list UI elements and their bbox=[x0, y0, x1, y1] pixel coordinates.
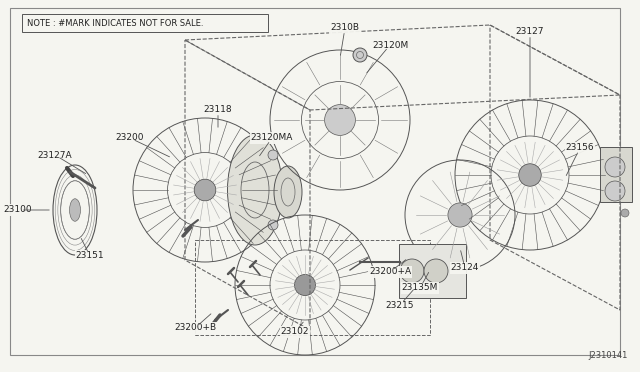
Text: 23120MA: 23120MA bbox=[251, 134, 293, 142]
Text: 23215: 23215 bbox=[386, 301, 414, 310]
Ellipse shape bbox=[353, 48, 367, 62]
Text: 23118: 23118 bbox=[204, 106, 232, 115]
Text: 23120M: 23120M bbox=[372, 41, 408, 49]
Circle shape bbox=[605, 157, 625, 177]
Circle shape bbox=[400, 259, 424, 283]
Text: 23127: 23127 bbox=[516, 28, 544, 36]
Bar bbox=[22, 14, 268, 32]
Text: 23100: 23100 bbox=[4, 205, 32, 215]
Text: J2310141: J2310141 bbox=[589, 351, 628, 360]
Bar bbox=[600, 147, 632, 202]
Text: 2310B: 2310B bbox=[330, 23, 360, 32]
Circle shape bbox=[424, 259, 448, 283]
Circle shape bbox=[194, 179, 216, 201]
Text: 23102: 23102 bbox=[281, 327, 309, 337]
Text: 23156: 23156 bbox=[566, 144, 595, 153]
Circle shape bbox=[268, 150, 278, 160]
Ellipse shape bbox=[274, 166, 302, 218]
Ellipse shape bbox=[70, 199, 81, 221]
Text: 23124: 23124 bbox=[451, 263, 479, 273]
Circle shape bbox=[268, 220, 278, 230]
Text: 23135M: 23135M bbox=[402, 283, 438, 292]
Circle shape bbox=[324, 105, 355, 135]
Circle shape bbox=[519, 164, 541, 186]
Text: 23200+B: 23200+B bbox=[174, 324, 216, 333]
FancyBboxPatch shape bbox=[399, 244, 466, 298]
Text: 23200: 23200 bbox=[116, 134, 144, 142]
Text: 23127A: 23127A bbox=[38, 151, 72, 160]
Circle shape bbox=[605, 181, 625, 201]
Text: 23151: 23151 bbox=[76, 251, 104, 260]
Text: 23200+A: 23200+A bbox=[369, 267, 411, 276]
Circle shape bbox=[448, 203, 472, 227]
Ellipse shape bbox=[227, 135, 282, 245]
Bar bbox=[195, 240, 430, 335]
Text: NOTE : #MARK INDICATES NOT FOR SALE.: NOTE : #MARK INDICATES NOT FOR SALE. bbox=[27, 19, 204, 28]
Circle shape bbox=[294, 275, 316, 295]
Circle shape bbox=[621, 209, 629, 217]
